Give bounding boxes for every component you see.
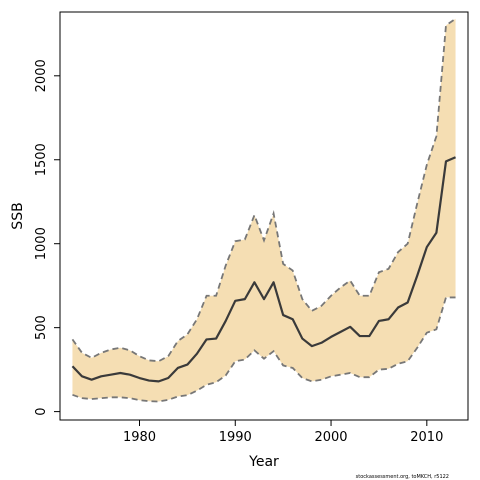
upper-bound-line [71, 17, 457, 363]
y-axis-title: SSB [10, 202, 26, 229]
y-tick-label: 0 [34, 407, 49, 415]
x-tick-label: 1990 [219, 430, 252, 445]
plot-layer [71, 17, 457, 403]
y-tick-label: 500 [34, 315, 49, 340]
plot-frame [59, 11, 469, 421]
y-tick-label: 2000 [34, 59, 49, 92]
y-tick-label: 1500 [34, 143, 49, 176]
y-tick-label: 1000 [34, 227, 49, 260]
x-tick-label: 2000 [314, 430, 347, 445]
x-tick-label: 2010 [410, 430, 443, 445]
confidence-band [72, 18, 456, 402]
lower-bound-line [72, 296, 456, 403]
ssb-estimate-line [71, 156, 456, 383]
axes-layer: 1980 1990 2000 2010 0 500 1000 1500 2000 [34, 59, 443, 445]
footer-note: stockassessment.org, toMKCH, r5122 [356, 474, 449, 480]
x-tick-label: 1980 [123, 430, 156, 445]
x-axis-title: Year [248, 454, 279, 470]
